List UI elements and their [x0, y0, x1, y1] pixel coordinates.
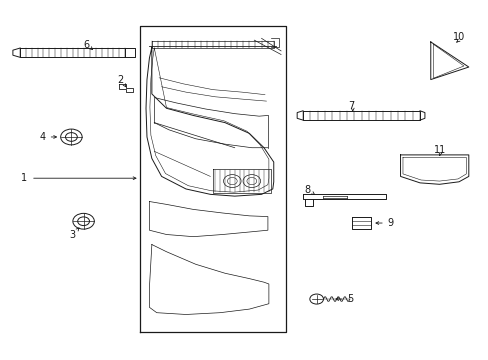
Text: 7: 7: [348, 101, 354, 111]
Text: 11: 11: [433, 145, 446, 155]
Text: 4: 4: [39, 132, 45, 142]
Text: 3: 3: [70, 230, 76, 239]
Text: 2: 2: [117, 75, 123, 85]
Text: 8: 8: [304, 185, 310, 195]
Text: 5: 5: [347, 294, 353, 304]
Text: 10: 10: [452, 32, 464, 42]
Text: 1: 1: [21, 173, 27, 183]
Text: 6: 6: [83, 40, 89, 50]
Text: 9: 9: [387, 218, 393, 228]
